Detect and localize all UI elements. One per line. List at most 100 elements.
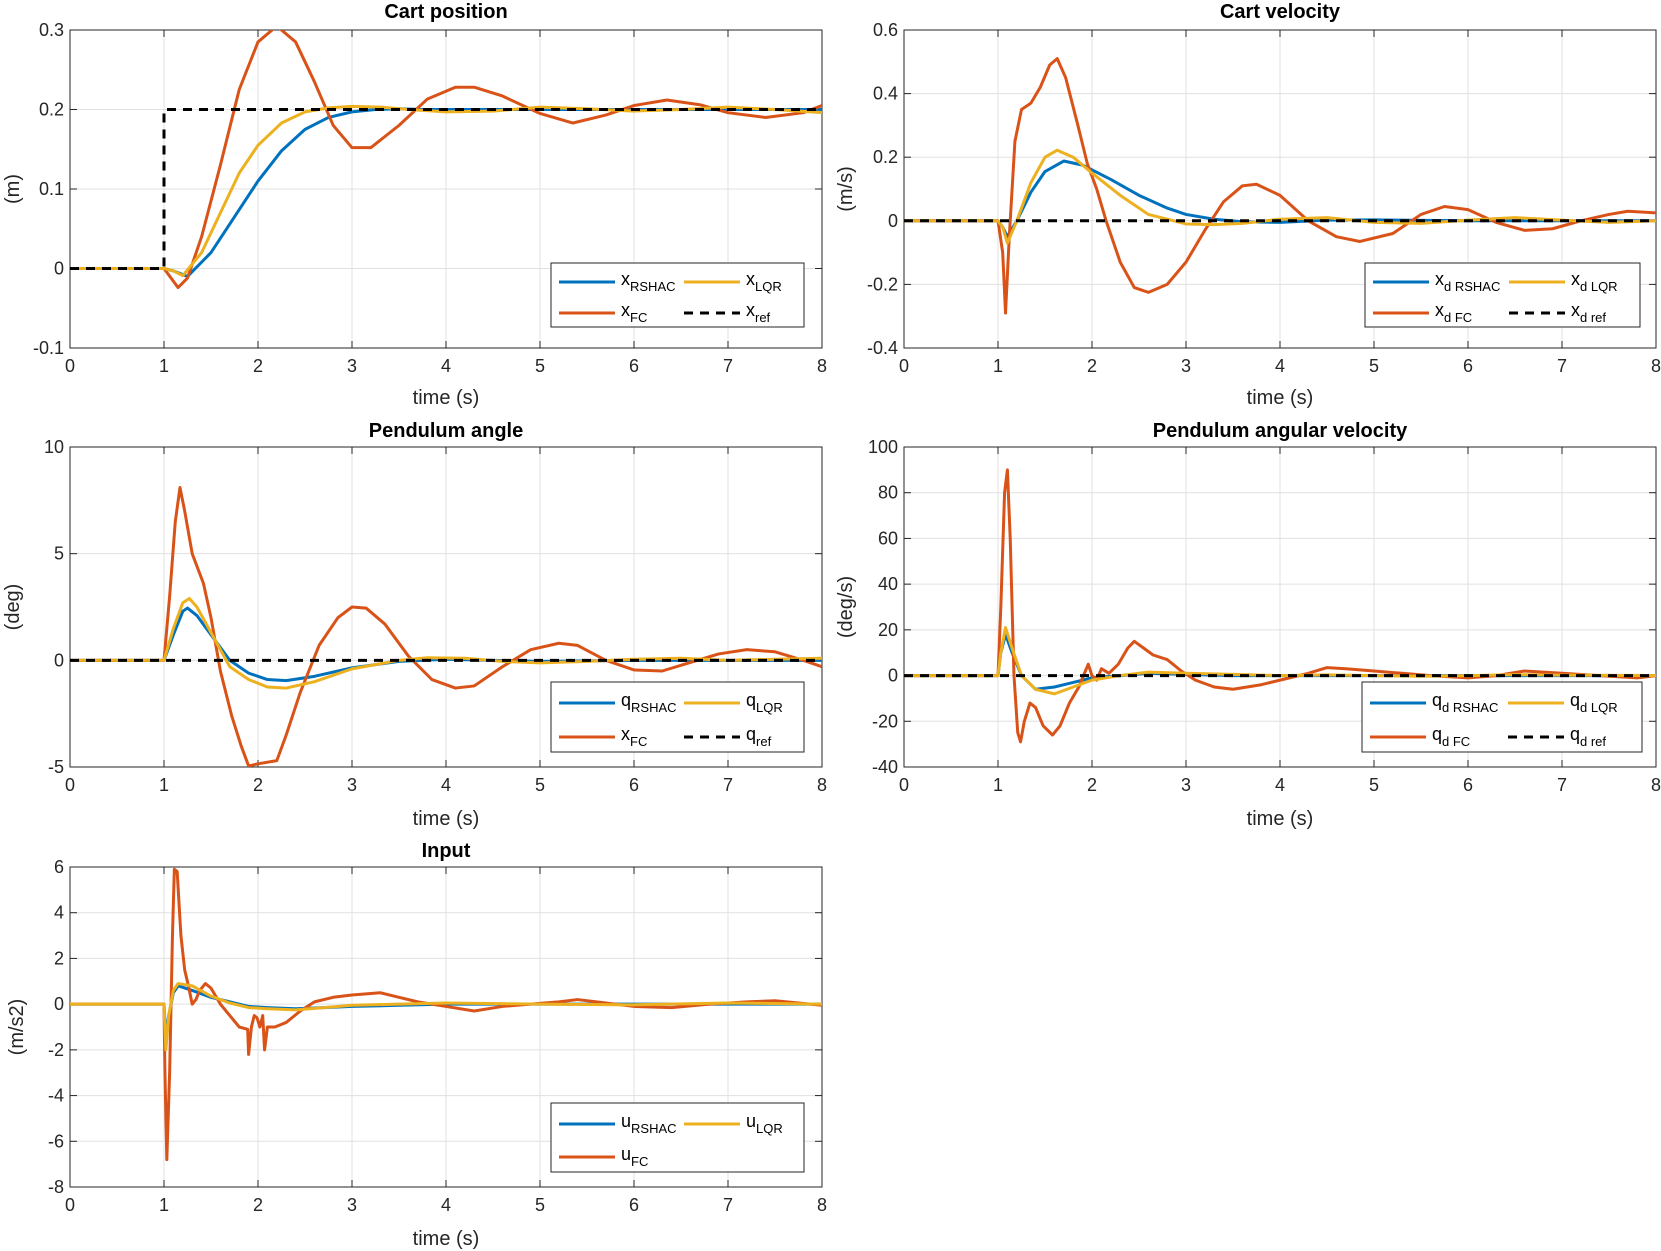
chart-title: Cart position xyxy=(384,1,507,23)
y-axis-label: (deg/s) xyxy=(835,576,857,638)
y-tick-label: 6 xyxy=(54,857,64,877)
y-tick-label: 2 xyxy=(54,948,64,968)
x-tick-label: 4 xyxy=(441,1195,451,1215)
legend-label-rshac: uRSHAC xyxy=(621,1111,677,1136)
x-axis-label: time (s) xyxy=(413,808,480,830)
panel-cart-velocity: Cart velocity time (s) (m/s) 0 1 2 3 4 5 6 7 8 -0… xyxy=(835,1,1661,409)
y-tick-label: -6 xyxy=(48,1131,64,1151)
y-tick-label: 0.4 xyxy=(873,84,898,104)
series-line-lqr xyxy=(70,982,822,1052)
y-tick-label: 40 xyxy=(878,574,898,594)
x-tick-label: 8 xyxy=(1651,356,1661,376)
legend: qd RSHAC qd LQR qd FC qd ref xyxy=(1361,681,1643,753)
x-tick-label: 7 xyxy=(723,775,733,795)
y-tick-label: 0.3 xyxy=(39,20,64,40)
y-tick-label: 0.6 xyxy=(873,20,898,40)
x-tick-label: 0 xyxy=(65,356,75,376)
y-tick-label: -0.1 xyxy=(33,338,64,358)
series-line-lqr xyxy=(904,626,1656,696)
legend-label-ref: qd ref xyxy=(1570,724,1606,749)
y-axis-label: (deg) xyxy=(2,584,24,631)
x-tick-label: 0 xyxy=(65,1195,75,1215)
legend-label-fc: xFC xyxy=(621,300,647,325)
legend: xRSHAC xLQR xFC xref xyxy=(550,262,805,328)
x-tick-label: 8 xyxy=(817,1195,827,1215)
y-tick-label: 5 xyxy=(54,544,64,564)
x-tick-label: 3 xyxy=(347,1195,357,1215)
x-tick-label: 7 xyxy=(1557,356,1567,376)
legend-label-rshac: qRSHAC xyxy=(621,690,677,715)
y-tick-label: 100 xyxy=(868,437,898,457)
legend-box xyxy=(1361,681,1643,753)
legend-label-ref: xref xyxy=(746,300,771,325)
series-group xyxy=(904,57,1656,315)
x-tick-label: 2 xyxy=(253,1195,263,1215)
series-line-fc xyxy=(70,867,822,1162)
x-tick-label: 4 xyxy=(441,775,451,795)
axes: 0 1 2 3 4 5 6 7 8-0.100.10.20.3 xyxy=(33,20,827,376)
series-line-ref xyxy=(70,108,822,270)
x-tick-label: 1 xyxy=(993,775,1003,795)
axes: 0 1 2 3 4 5 6 7 8 -8 -6 -4 -2 0 2 4 6 xyxy=(48,857,827,1215)
panel-pendulum-angle: Pendulum angle time (s) (deg) 0 1 2 3 4 5 6 7 8 -… xyxy=(2,420,827,830)
y-tick-label: 0 xyxy=(54,259,64,279)
legend-label-lqr: qd LQR xyxy=(1570,690,1618,715)
x-tick-label: 1 xyxy=(993,356,1003,376)
y-tick-label: 0 xyxy=(888,211,898,231)
y-tick-label: -20 xyxy=(872,711,898,731)
y-tick-label: -8 xyxy=(48,1177,64,1197)
legend: qRSHAC qLQR xFC qref xyxy=(550,681,805,753)
chart-title: Pendulum angle xyxy=(369,420,523,442)
chart-title: Input xyxy=(422,840,471,862)
x-tick-label: 0 xyxy=(65,775,75,795)
x-tick-label: 3 xyxy=(1181,775,1191,795)
x-tick-label: 2 xyxy=(253,775,263,795)
legend: xd RSHAC xd LQR xd FC xd ref xyxy=(1364,262,1641,328)
x-tick-label: 7 xyxy=(723,1195,733,1215)
x-axis-label: time (s) xyxy=(413,387,480,409)
y-axis-label: (m/s) xyxy=(835,166,857,212)
series-group xyxy=(70,867,822,1162)
y-tick-label: -0.2 xyxy=(867,274,898,294)
y-axis-label: (m) xyxy=(2,174,24,204)
series-line-fc xyxy=(70,30,822,290)
series-line-fc xyxy=(70,486,822,767)
x-tick-label: 6 xyxy=(1463,775,1473,795)
y-tick-label: -2 xyxy=(48,1040,64,1060)
legend-label-lqr: uLQR xyxy=(746,1111,783,1136)
x-tick-label: 5 xyxy=(1369,775,1379,795)
legend-box xyxy=(550,1102,805,1173)
x-tick-label: 7 xyxy=(1557,775,1567,795)
y-axis-label: (m/s2) xyxy=(6,999,28,1056)
legend-label-rshac: qd RSHAC xyxy=(1432,690,1498,715)
y-tick-label: 0.2 xyxy=(873,147,898,167)
legend-box xyxy=(550,681,805,753)
y-tick-label: 0 xyxy=(54,650,64,670)
y-tick-label: -0.4 xyxy=(867,338,898,358)
chart-title: Pendulum angular velocity xyxy=(1153,420,1408,442)
x-tick-label: 8 xyxy=(817,356,827,376)
x-tick-label: 6 xyxy=(629,356,639,376)
y-tick-label: 10 xyxy=(44,437,64,457)
series-line-lqr xyxy=(70,596,822,690)
x-tick-label: 2 xyxy=(253,356,263,376)
y-tick-label: 0 xyxy=(54,994,64,1014)
chart-title: Cart velocity xyxy=(1220,1,1341,23)
legend: uRSHAC uLQR uFC xyxy=(550,1102,805,1173)
x-tick-label: 5 xyxy=(535,775,545,795)
x-tick-label: 5 xyxy=(1369,356,1379,376)
series-line-fc xyxy=(904,468,1656,744)
x-tick-label: 6 xyxy=(1463,356,1473,376)
x-tick-label: 0 xyxy=(899,775,909,795)
x-tick-label: 4 xyxy=(1275,775,1285,795)
legend-label-fc: uFC xyxy=(621,1144,648,1169)
panel-pendulum-angular-velocity: Pendulum angular velocity time (s) (deg/… xyxy=(835,420,1661,830)
y-tick-label: 0.1 xyxy=(39,179,64,199)
x-tick-label: 4 xyxy=(1275,356,1285,376)
x-tick-label: 1 xyxy=(159,1195,169,1215)
x-axis-label: time (s) xyxy=(1247,387,1314,409)
x-tick-label: 1 xyxy=(159,356,169,376)
x-tick-label: 5 xyxy=(535,1195,545,1215)
panel-cart-position: Cart position time (s) (m) 0 1 2 3 4 5 6 7 8 -0.1… xyxy=(2,1,827,409)
